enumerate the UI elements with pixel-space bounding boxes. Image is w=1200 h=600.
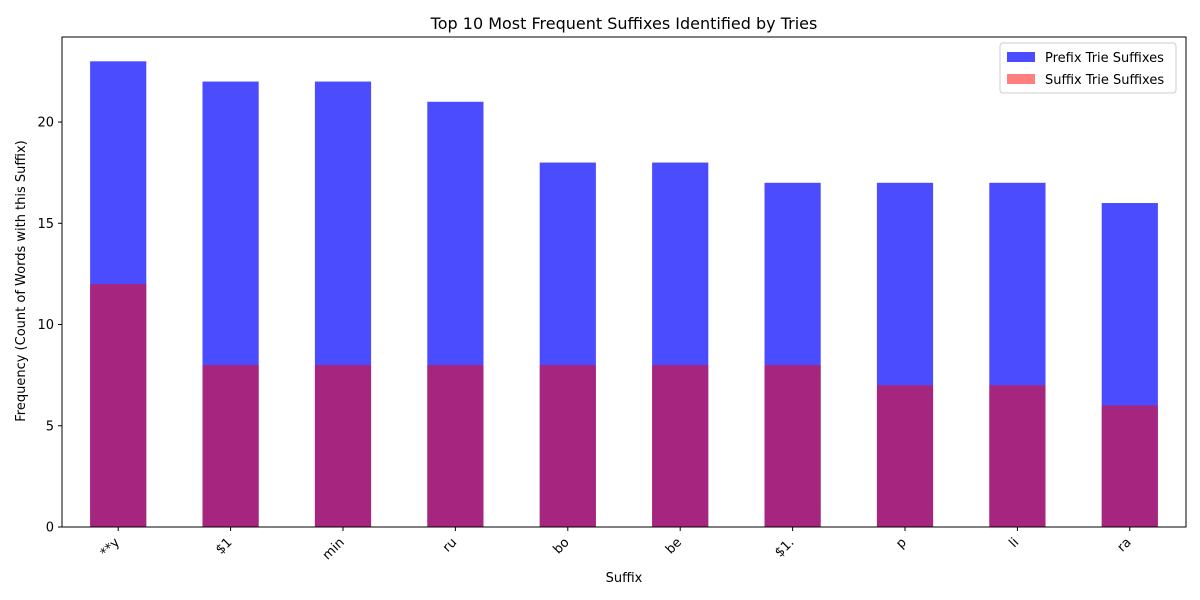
- x-tick-label-2: min: [320, 535, 348, 563]
- bar-suffix-0: [90, 284, 147, 527]
- x-tick-label-5: be: [663, 535, 685, 557]
- bar-suffix-3: [427, 365, 484, 527]
- legend: Prefix Trie Suffixes Suffix Trie Suffixes: [999, 42, 1177, 94]
- legend-swatch-1: [1007, 74, 1035, 84]
- y-tick-label-3: 15: [37, 217, 54, 232]
- y-tick-label-2: 10: [37, 318, 54, 333]
- y-tick-label-0: 0: [46, 521, 54, 536]
- bar-suffix-2: [314, 365, 372, 527]
- x-axis-label: Suffix: [606, 571, 643, 586]
- x-tick-label-4: bo: [551, 535, 573, 557]
- bars-layer: [90, 61, 1158, 528]
- legend-label-0: Prefix Trie Suffixes: [1045, 51, 1164, 66]
- legend-swatch-0: [1007, 52, 1035, 62]
- x-tick-label-0: **y: [98, 535, 123, 560]
- x-tick-label-6: $1.: [772, 535, 797, 560]
- x-tick-label-7: p: [893, 535, 909, 551]
- x-tick-label-9: ra: [1115, 535, 1135, 555]
- y-axis-label: Frequency (Count of Words with this Suff…: [14, 140, 29, 421]
- legend-box: [999, 42, 1177, 94]
- chart-title: Top 10 Most Frequent Suffixes Identified…: [430, 14, 818, 33]
- x-tick-label-8: li: [1007, 535, 1023, 551]
- plot-frame: [61, 36, 1187, 528]
- bar-suffix-7: [876, 385, 934, 527]
- legend-label-1: Suffix Trie Suffixes: [1045, 73, 1164, 88]
- bar-suffix-1: [202, 365, 259, 527]
- axes-layer: 0 5 10 15 20 **y $1 min ru bo be $1. p li ra: [37, 36, 1187, 563]
- bar-suffix-6: [764, 365, 821, 527]
- y-tick-label-4: 20: [37, 116, 54, 131]
- bar-suffix-5: [652, 365, 709, 527]
- x-tick-label-1: $1: [213, 535, 235, 557]
- y-tick-label-1: 5: [46, 419, 54, 434]
- bar-suffix-4: [539, 365, 596, 527]
- x-tick-label-3: ru: [440, 535, 460, 555]
- bar-suffix-9: [1101, 405, 1158, 527]
- bar-suffix-8: [989, 385, 1046, 527]
